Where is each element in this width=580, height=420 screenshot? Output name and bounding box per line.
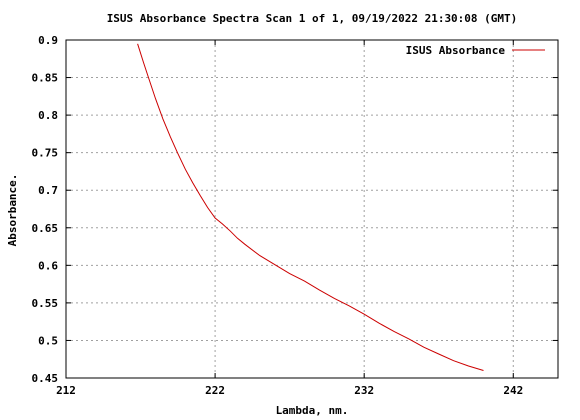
y-tick-label: 0.75 [32, 147, 59, 160]
x-tick-label: 222 [205, 384, 225, 397]
y-tick-label: 0.6 [38, 259, 58, 272]
y-tick-label: 0.8 [38, 109, 58, 122]
grid-lines [66, 40, 558, 378]
legend: ISUS Absorbance [406, 44, 545, 57]
y-axis-label: Absorbance. [6, 174, 19, 247]
y-axis-ticks: 0.45 0.5 0.55 0.6 0.65 0.7 0.75 0.8 0.85 0.9 [32, 34, 558, 385]
x-axis-ticks: 212 222 232 242 [56, 40, 523, 397]
plot-area-frame [65, 39, 559, 379]
y-tick-label: 0.55 [32, 297, 59, 310]
y-tick-label: 0.45 [32, 372, 59, 385]
x-axis-label: Lambda, nm. [276, 404, 349, 417]
y-tick-label: 0.85 [32, 72, 59, 85]
y-tick-label: 0.7 [38, 184, 58, 197]
series-line-isus-absorbance [137, 43, 484, 371]
legend-label-isus-absorbance: ISUS Absorbance [406, 44, 506, 57]
y-tick-label: 0.65 [32, 222, 59, 235]
x-tick-label: 242 [503, 384, 523, 397]
x-tick-label: 212 [56, 384, 76, 397]
x-tick-label: 232 [354, 384, 374, 397]
chart-title: ISUS Absorbance Spectra Scan 1 of 1, 09/… [107, 12, 518, 25]
y-tick-label: 0.9 [38, 34, 58, 47]
y-tick-label: 0.5 [38, 334, 58, 347]
